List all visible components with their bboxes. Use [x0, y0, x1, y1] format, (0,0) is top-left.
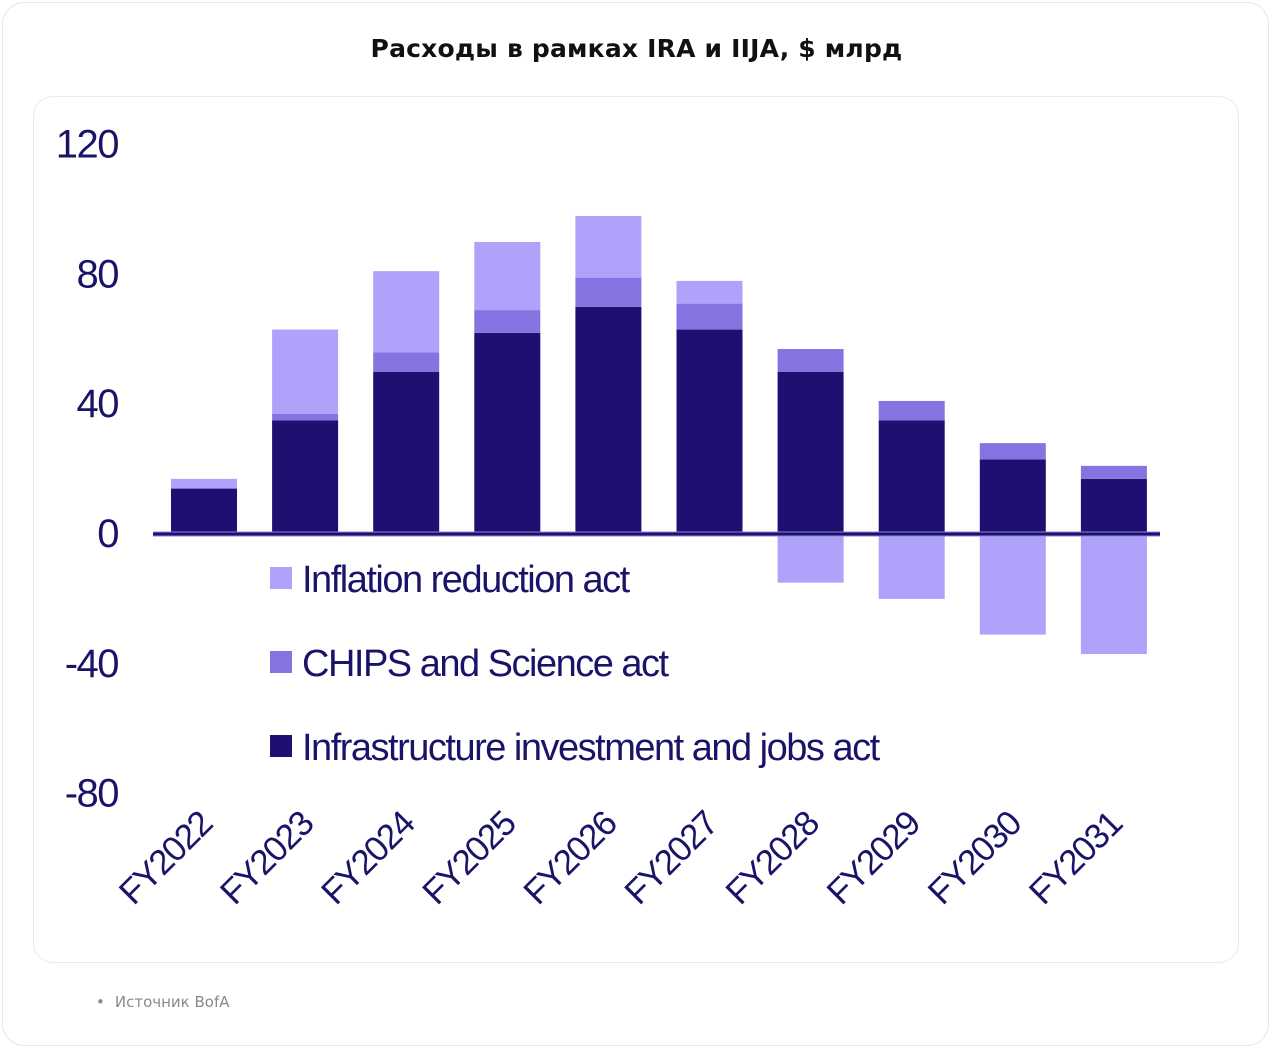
source-note: • Источник BofA [96, 993, 230, 1011]
bar-iija [171, 488, 237, 534]
x-tick-label: FY2022 [112, 804, 220, 912]
bar-chips [878, 400, 945, 421]
x-tick-label: FY2026 [516, 804, 624, 912]
y-tick-label: 120 [56, 123, 118, 167]
legend-ira-label: Inflation reduction act [302, 559, 631, 601]
y-tick-label: 80 [77, 252, 119, 296]
x-tick-label: FY2023 [213, 804, 321, 912]
bar-ira [676, 280, 743, 304]
bar-iija [474, 332, 541, 534]
y-tick-label: -40 [65, 642, 119, 686]
bar-iija [979, 459, 1046, 534]
bar-chips [777, 349, 844, 372]
bar-iija [272, 420, 339, 534]
bar-ira [575, 215, 642, 278]
bar-chips [272, 413, 339, 421]
x-tick-label: FY2024 [314, 803, 423, 912]
bar-iija [878, 420, 945, 534]
bar-iija [1080, 478, 1147, 534]
y-tick-label: 40 [77, 382, 119, 426]
bar-iija [373, 371, 440, 534]
x-tick-label: FY2027 [617, 804, 725, 912]
bar-iija [777, 371, 844, 534]
x-tick-label: FY2029 [819, 804, 927, 912]
bar-ira [171, 478, 237, 489]
bar-chips [474, 310, 541, 333]
legend-ira-swatch [270, 567, 292, 589]
bar-ira-negative [878, 534, 945, 599]
y-tick-label: 0 [97, 512, 118, 556]
x-tick-label: FY2030 [921, 803, 1030, 912]
x-tick-label: FY2028 [718, 804, 826, 912]
x-tick-label: FY2025 [415, 804, 523, 912]
legend-chips-label: CHIPS and Science act [302, 643, 670, 685]
bar-chips [373, 352, 440, 372]
legend-iija-swatch [270, 735, 292, 757]
chart-title: Расходы в рамках IRA и IIJA, $ млрд [370, 34, 903, 63]
x-tick-label: FY2031 [1022, 804, 1130, 912]
bar-iija [676, 329, 743, 534]
bar-chips [575, 277, 642, 307]
legend-iija-label: Infrastructure investment and jobs act [302, 727, 881, 769]
bar-chips [1080, 465, 1147, 479]
bar-ira-negative [1080, 534, 1147, 655]
bar-chips [979, 443, 1046, 460]
bar-chips [676, 303, 743, 330]
y-tick-label: -80 [65, 772, 119, 816]
bar-ira-negative [979, 534, 1046, 635]
legend-chips-swatch [270, 651, 292, 673]
source-text: Источник BofA [114, 993, 230, 1011]
bar-ira [474, 241, 541, 311]
bullet: • [96, 993, 105, 1011]
bar-ira-negative [777, 534, 844, 583]
bar-ira [272, 329, 339, 414]
bar-ira [373, 271, 440, 353]
bar-iija [575, 306, 642, 534]
